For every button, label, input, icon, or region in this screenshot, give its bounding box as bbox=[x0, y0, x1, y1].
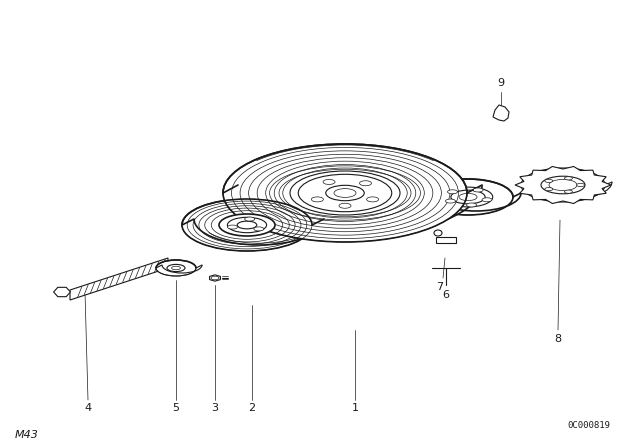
Text: 6: 6 bbox=[442, 290, 449, 300]
Polygon shape bbox=[54, 287, 70, 297]
Ellipse shape bbox=[577, 183, 584, 187]
Text: 5: 5 bbox=[173, 403, 179, 413]
Ellipse shape bbox=[182, 199, 312, 251]
Text: 0C000819: 0C000819 bbox=[567, 421, 610, 430]
Text: 9: 9 bbox=[497, 78, 504, 88]
Ellipse shape bbox=[290, 171, 400, 215]
Ellipse shape bbox=[473, 188, 483, 192]
Ellipse shape bbox=[445, 199, 456, 203]
Text: 2: 2 bbox=[248, 403, 255, 413]
Ellipse shape bbox=[521, 168, 605, 202]
Ellipse shape bbox=[323, 180, 335, 185]
Text: M43: M43 bbox=[15, 430, 39, 440]
Ellipse shape bbox=[545, 188, 553, 191]
Ellipse shape bbox=[367, 197, 379, 202]
Polygon shape bbox=[209, 275, 220, 281]
Ellipse shape bbox=[482, 198, 492, 202]
Polygon shape bbox=[436, 237, 456, 243]
Ellipse shape bbox=[360, 181, 371, 186]
Polygon shape bbox=[515, 167, 611, 203]
Ellipse shape bbox=[564, 190, 572, 193]
Text: 7: 7 bbox=[436, 282, 444, 292]
Ellipse shape bbox=[541, 176, 585, 194]
Text: 3: 3 bbox=[211, 403, 218, 413]
Ellipse shape bbox=[228, 225, 237, 229]
Text: 4: 4 bbox=[84, 403, 92, 413]
Ellipse shape bbox=[223, 144, 467, 242]
Text: 8: 8 bbox=[554, 334, 561, 344]
Ellipse shape bbox=[423, 179, 513, 215]
Ellipse shape bbox=[434, 230, 442, 236]
Ellipse shape bbox=[244, 217, 255, 221]
Ellipse shape bbox=[444, 187, 493, 207]
Ellipse shape bbox=[312, 197, 323, 202]
Ellipse shape bbox=[339, 203, 351, 208]
Ellipse shape bbox=[156, 260, 196, 276]
Ellipse shape bbox=[545, 179, 553, 182]
Ellipse shape bbox=[219, 214, 275, 236]
Ellipse shape bbox=[564, 177, 572, 180]
Ellipse shape bbox=[254, 227, 264, 231]
Text: 1: 1 bbox=[351, 403, 358, 413]
Polygon shape bbox=[493, 105, 509, 121]
Ellipse shape bbox=[467, 203, 477, 207]
Ellipse shape bbox=[447, 190, 458, 194]
Polygon shape bbox=[70, 258, 168, 300]
